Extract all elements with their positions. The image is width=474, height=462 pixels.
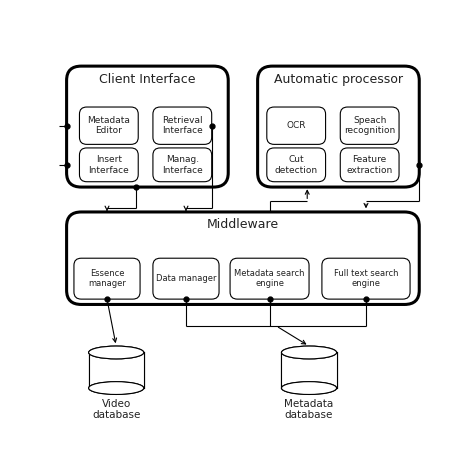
Ellipse shape bbox=[282, 346, 337, 359]
FancyBboxPatch shape bbox=[153, 107, 212, 144]
Polygon shape bbox=[89, 353, 144, 388]
Ellipse shape bbox=[282, 346, 337, 359]
Text: Speach
recognition: Speach recognition bbox=[344, 116, 395, 135]
Text: Manag.
Interface: Manag. Interface bbox=[162, 155, 203, 175]
Ellipse shape bbox=[282, 382, 337, 395]
Polygon shape bbox=[282, 353, 337, 388]
Text: Client Interface: Client Interface bbox=[99, 73, 196, 86]
FancyBboxPatch shape bbox=[322, 258, 410, 299]
Text: Retrieval
Interface: Retrieval Interface bbox=[162, 116, 203, 135]
Ellipse shape bbox=[89, 382, 144, 395]
Text: Video
database: Video database bbox=[92, 399, 140, 420]
Ellipse shape bbox=[282, 382, 337, 395]
Text: Full text search
engine: Full text search engine bbox=[334, 269, 398, 288]
Ellipse shape bbox=[89, 382, 144, 395]
Ellipse shape bbox=[89, 346, 144, 359]
Text: Data manager: Data manager bbox=[156, 274, 216, 283]
Text: Cut
detection: Cut detection bbox=[274, 155, 318, 175]
Text: Essence
manager: Essence manager bbox=[88, 269, 126, 288]
Ellipse shape bbox=[89, 346, 144, 359]
FancyBboxPatch shape bbox=[267, 107, 326, 144]
FancyBboxPatch shape bbox=[230, 258, 309, 299]
Text: Metadata
database: Metadata database bbox=[284, 399, 334, 420]
Text: Automatic processor: Automatic processor bbox=[274, 73, 403, 86]
FancyBboxPatch shape bbox=[340, 148, 399, 182]
FancyBboxPatch shape bbox=[80, 148, 138, 182]
Text: Metadata
Editor: Metadata Editor bbox=[87, 116, 130, 135]
Text: OCR: OCR bbox=[286, 121, 306, 130]
Text: Metadata search
engine: Metadata search engine bbox=[234, 269, 305, 288]
FancyBboxPatch shape bbox=[74, 258, 140, 299]
FancyBboxPatch shape bbox=[66, 212, 419, 304]
FancyBboxPatch shape bbox=[80, 107, 138, 144]
Text: Feature
extraction: Feature extraction bbox=[346, 155, 393, 175]
Text: Insert
Interface: Insert Interface bbox=[89, 155, 129, 175]
FancyBboxPatch shape bbox=[340, 107, 399, 144]
FancyBboxPatch shape bbox=[153, 258, 219, 299]
FancyBboxPatch shape bbox=[267, 148, 326, 182]
FancyBboxPatch shape bbox=[66, 66, 228, 187]
FancyBboxPatch shape bbox=[258, 66, 419, 187]
FancyBboxPatch shape bbox=[153, 148, 212, 182]
Text: Middleware: Middleware bbox=[207, 219, 279, 231]
